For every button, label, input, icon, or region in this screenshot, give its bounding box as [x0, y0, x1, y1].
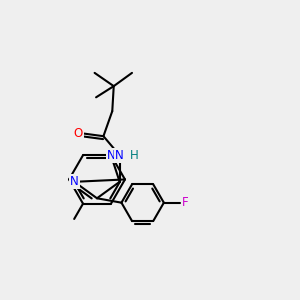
- Text: N: N: [106, 149, 116, 162]
- Text: N: N: [115, 149, 124, 162]
- Text: O: O: [74, 127, 83, 140]
- Text: F: F: [182, 196, 189, 209]
- Text: H: H: [130, 149, 139, 162]
- Text: N: N: [70, 175, 79, 188]
